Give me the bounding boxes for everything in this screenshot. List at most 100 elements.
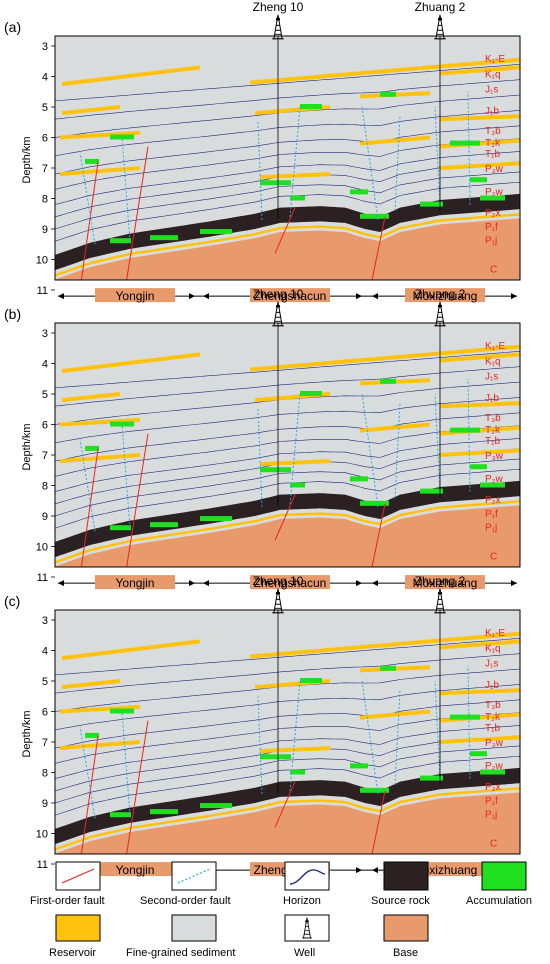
horizon-line [55, 64, 520, 102]
stratigraphic-unit-label: P₂w [485, 761, 504, 772]
accumulation-patch [260, 754, 291, 760]
stratigraphic-unit-label: T₂k [485, 425, 501, 436]
depth-tick-label: 3 [42, 615, 48, 627]
stratigraphic-unit-label: P₂w [485, 474, 504, 485]
reservoir-band [439, 448, 520, 457]
horizon-line [55, 151, 520, 205]
legend-label-second-order-fault: Second-order fault [140, 895, 231, 907]
depth-tick-label: 7 [42, 450, 48, 462]
legend-source-rock: Source rock [371, 861, 430, 907]
depth-tick-label: 9 [42, 798, 48, 810]
stratigraphic-unit-label: P₃w [485, 738, 504, 749]
horizon-line [55, 110, 520, 157]
stratigraphic-unit-label: P₂w [485, 187, 504, 198]
second-order-fault [467, 91, 471, 205]
stratigraphic-unit-label: J₁b [485, 393, 499, 404]
stratigraphic-unit-label: T₂k [485, 712, 501, 723]
reservoir-band [59, 130, 141, 140]
cross-section-panel: Zheng 10 Zhuang 2 (a) 3 4 5 6 7 8 9 10 11 Depth/km K₁… [4, 0, 521, 303]
second-order-fault [121, 711, 131, 816]
stratigraphic-unit-label: C [490, 265, 497, 276]
depth-tick-label: 4 [42, 359, 48, 371]
accumulation-patch [150, 809, 178, 815]
horizon-line [55, 699, 520, 749]
legend-label-horizon: Horizon [283, 895, 321, 907]
cross-section-panel: Zheng 10 Zhuang 2 (c) 3 4 5 6 7 8 9 10 11 Depth/km K₁… [4, 574, 521, 877]
accumulation-patch [300, 678, 322, 683]
stratigraphic-unit-label: T₃b [485, 126, 501, 137]
legend-label-accumulation: Accumulation [466, 895, 532, 907]
accumulation-patch [470, 177, 487, 183]
accumulation-patch [480, 769, 505, 775]
stratigraphic-unit-label: T₃b [485, 413, 501, 424]
legend-label-source-rock: Source rock [371, 895, 430, 907]
first-order-fault [126, 720, 149, 854]
panel-label: (c) [4, 593, 20, 609]
first-order-fault [80, 448, 99, 567]
source-rock-band [55, 480, 520, 558]
stratigraphic-unit-label: P₂x [485, 495, 501, 506]
accumulation-patch [150, 235, 178, 241]
accumulation-patch [480, 482, 505, 488]
well-label: Zheng 10 [253, 0, 304, 14]
horizon-line [55, 653, 520, 694]
accumulation-patch [110, 238, 131, 244]
legend: First-order fault Second-order fault Hor… [30, 861, 532, 959]
stratigraphic-unit-label: P₁f [485, 796, 498, 807]
horizon-line [55, 397, 520, 444]
region-label: Moxizhuang [413, 863, 478, 877]
reservoir-band [359, 709, 431, 720]
accumulation-patch [85, 158, 99, 164]
second-order-fault [257, 696, 263, 794]
accumulation-patch [450, 427, 480, 433]
depth-tick-label: 11 [37, 572, 48, 584]
section-frame [54, 322, 521, 568]
stratigraphic-unit-label: C [490, 552, 497, 563]
horizon-line [55, 412, 520, 462]
depth-tick-label: 8 [42, 481, 48, 493]
depth-tick-label: 3 [42, 41, 48, 53]
well-icon [271, 301, 285, 327]
first-order-fault [371, 503, 386, 567]
panel-label: (a) [4, 19, 21, 35]
depth-tick-label: 10 [36, 542, 48, 554]
accumulation-patch [290, 482, 305, 488]
second-order-fault [79, 726, 96, 819]
well-label: Zhuang 2 [415, 287, 466, 301]
legend-reservoir: Reservoir [49, 914, 101, 959]
accumulation-patch [110, 421, 134, 427]
stratigraphic-unit-label: P₁f [485, 509, 498, 520]
horizon-line [55, 79, 520, 120]
stratigraphic-unit-label: P₂x [485, 782, 501, 793]
depth-tick-label: 5 [42, 676, 48, 688]
horizon-line [55, 725, 520, 779]
accumulation-patch [110, 708, 134, 714]
first-order-fault [274, 207, 296, 254]
accumulation-patch [260, 180, 291, 186]
legend-first-order-fault: First-order fault [30, 861, 105, 907]
accumulation-patch [110, 812, 131, 818]
reservoir-band [55, 213, 520, 277]
first-order-fault [126, 433, 149, 567]
stratigraphic-unit-label: J₁s [485, 372, 498, 383]
base-region [55, 792, 520, 854]
region-label: Moxizhuang [413, 576, 478, 590]
stratigraphic-unit-label: P₁j [485, 236, 497, 247]
horizon-line [55, 171, 520, 230]
stratigraphic-unit-label: P₂x [485, 208, 501, 219]
depth-tick-label: 9 [42, 224, 48, 236]
accumulation-patch [300, 391, 322, 396]
reservoir-band [59, 166, 141, 177]
well-icon [433, 301, 447, 327]
depth-tick-label: 5 [42, 102, 48, 114]
accumulation-patch [470, 464, 487, 470]
first-order-fault [274, 494, 296, 541]
stratigraphic-unit-label: K₁-E [485, 628, 505, 639]
region-label: Yongjin [116, 576, 155, 590]
legend-fine-grained-sediment: Fine-grained sediment [126, 914, 235, 959]
reservoir-band [59, 417, 141, 427]
accumulation-patch [350, 189, 368, 195]
accumulation-patch [200, 803, 232, 809]
reservoir-band [439, 688, 520, 696]
legend-well: Well [284, 914, 330, 959]
